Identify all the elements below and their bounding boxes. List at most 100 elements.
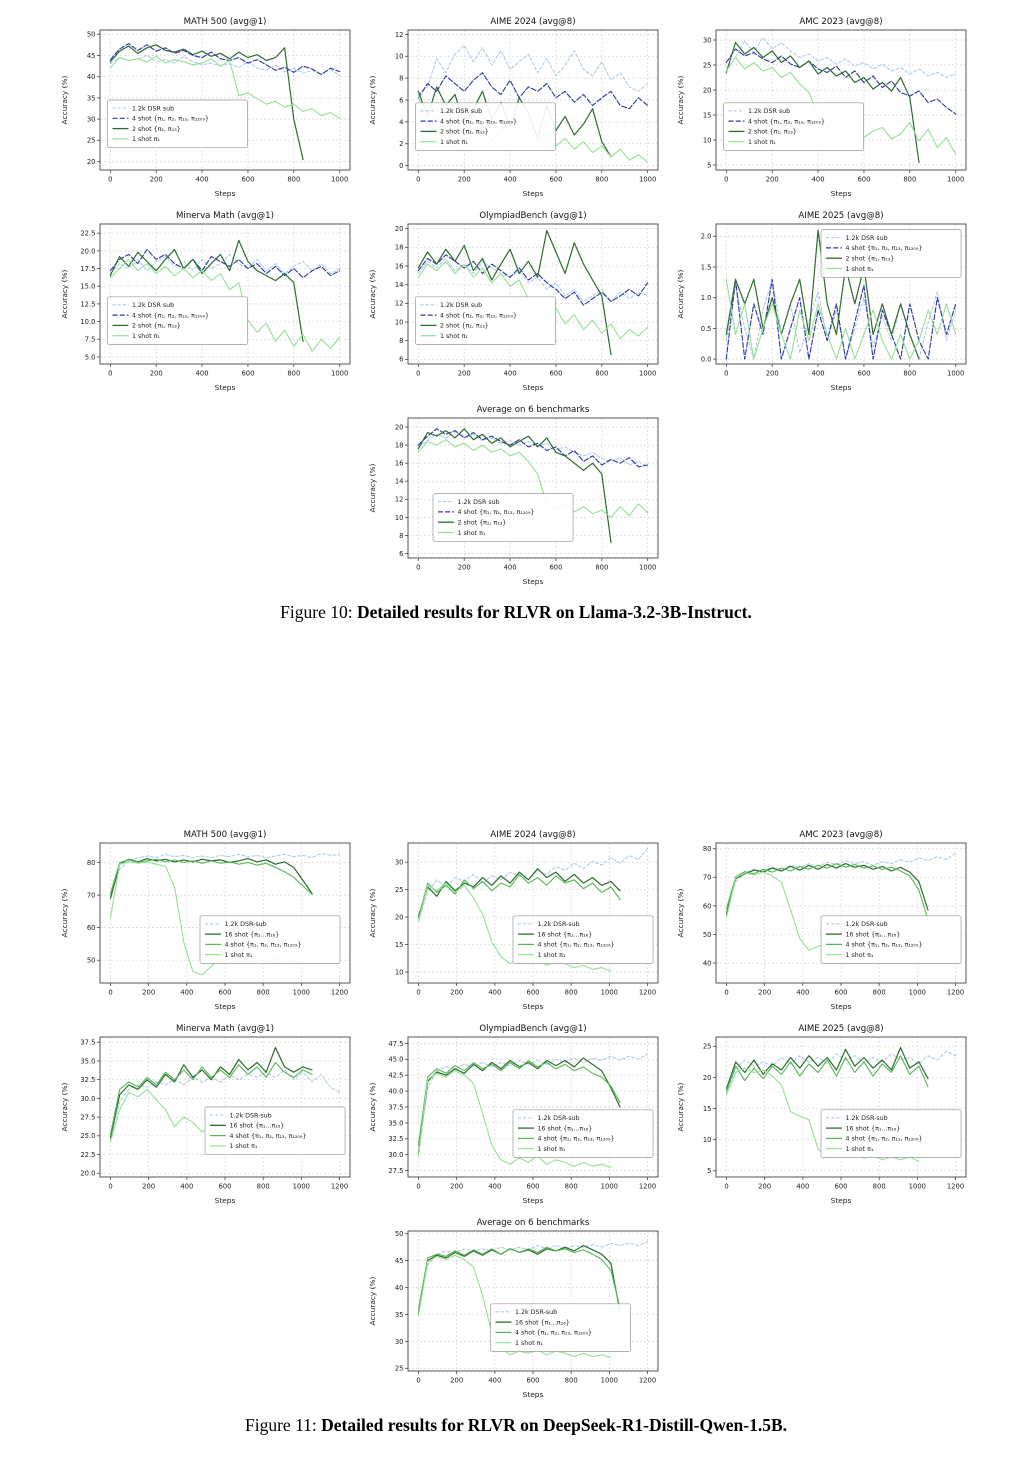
x-tick-label: 800 bbox=[595, 176, 608, 184]
x-tick-label: 200 bbox=[758, 1183, 771, 1191]
x-tick-label: 800 bbox=[257, 1183, 270, 1191]
series-line-4-shot bbox=[417, 1059, 621, 1146]
x-tick-label: 1000 bbox=[601, 1377, 618, 1385]
x-tick-label: 200 bbox=[458, 370, 471, 378]
x-tick-label: 200 bbox=[766, 370, 779, 378]
y-tick-label: 12 bbox=[395, 31, 404, 39]
legend: 1.2k DSR-sub 16 shot {π₁...π₁₆} 4 shot {π₁… bbox=[199, 915, 341, 964]
y-tick-label: 6 bbox=[399, 356, 403, 364]
y-tick-label: 15 bbox=[395, 941, 404, 949]
chart-title: Minerva Math (avg@1) bbox=[176, 1024, 274, 1034]
x-axis-label: Steps bbox=[831, 1002, 852, 1011]
legend-label: 2 shot {π₁, π₁₃} bbox=[132, 126, 181, 133]
y-tick-label: 1.5 bbox=[701, 263, 712, 271]
figure-11-caption-label: Figure 11: bbox=[245, 1415, 317, 1435]
x-tick-label: 1200 bbox=[639, 1377, 656, 1385]
legend-label: 4 shot {π₁, π₂, π₁₃, π₁₂₀₉} bbox=[538, 1136, 615, 1143]
x-tick-label: 600 bbox=[527, 1183, 540, 1191]
y-tick-label: 20 bbox=[395, 423, 404, 431]
x-tick-label: 400 bbox=[488, 1183, 501, 1191]
x-tick-label: 1000 bbox=[293, 989, 310, 997]
x-tick-label: 0 bbox=[724, 370, 728, 378]
legend-label: 1 shot π₁ bbox=[440, 333, 468, 340]
x-tick-label: 1000 bbox=[331, 176, 348, 184]
legend: 1.2k DSR sub 4 shot {π₁, π₂, π₁₃, π₁₂₀₉} 2… bbox=[107, 99, 248, 149]
x-tick-label: 0 bbox=[724, 989, 728, 997]
series-line-1-shot bbox=[417, 439, 649, 518]
y-axis-label: Accuracy (%) bbox=[60, 269, 69, 318]
x-tick-label: 800 bbox=[287, 176, 300, 184]
series-line-1-2k-dsr-sub bbox=[109, 55, 341, 77]
legend-label: 1 shot π₁ bbox=[440, 139, 468, 146]
x-tick-label: 0 bbox=[416, 1377, 420, 1385]
chart-title: OlympiadBench (avg@1) bbox=[479, 211, 586, 221]
series-line-16-shot bbox=[417, 1057, 621, 1155]
y-tick-label: 12 bbox=[395, 300, 404, 308]
x-tick-label: 1000 bbox=[909, 1183, 926, 1191]
y-tick-label: 47.5 bbox=[388, 1040, 403, 1048]
x-tick-label: 400 bbox=[196, 370, 209, 378]
series-line-4-shot bbox=[725, 1055, 929, 1092]
chart-row: 0 200 400 600 800 1000 5.0 7.5 10.0 12.5 15.0 17.5 2… bbox=[0, 208, 1032, 394]
x-tick-label: 400 bbox=[796, 989, 809, 997]
x-tick-label: 800 bbox=[565, 1183, 578, 1191]
series-line-2-shot bbox=[109, 44, 304, 160]
chart-title: Average on 6 benchmarks bbox=[477, 405, 590, 415]
x-tick-label: 200 bbox=[150, 176, 163, 184]
x-tick-label: 600 bbox=[549, 176, 562, 184]
x-tick-label: 400 bbox=[180, 989, 193, 997]
legend-label: 1.2k DSR-sub bbox=[225, 921, 267, 928]
legend: 1.2k DSR sub 4 shot {π₁, π₂, π₁₃, π₁₂₀₉} 2… bbox=[432, 493, 574, 542]
series-line-4-shot bbox=[725, 48, 957, 115]
x-tick-label: 600 bbox=[549, 370, 562, 378]
legend-label: 16 shot {π₁...π₁₆} bbox=[230, 1123, 285, 1130]
chart-title: AIME 2025 (avg@8) bbox=[798, 211, 883, 221]
y-tick-label: 20.0 bbox=[80, 247, 95, 255]
series-line-1-shot bbox=[109, 55, 341, 119]
y-axis-label: Accuracy (%) bbox=[676, 888, 685, 937]
y-tick-label: 25 bbox=[87, 137, 96, 145]
legend-label: 4 shot {π₁, π₂, π₁₃, π₁₂₀₉} bbox=[230, 1133, 307, 1140]
y-tick-label: 17.5 bbox=[80, 265, 95, 273]
x-tick-label: 800 bbox=[287, 370, 300, 378]
chart-aime-2025-avg-8: 0 200 400 600 800 1000 1200 5 10 15 20 25 AIME 2025 … bbox=[676, 1024, 967, 1205]
legend-label: 2 shot {π₁, π₁₃} bbox=[440, 129, 489, 136]
x-tick-label: 0 bbox=[416, 564, 420, 572]
legend-label: 4 shot {π₁, π₂, π₁₃, π₁₂₀₉} bbox=[132, 312, 209, 319]
legend-label: 2 shot {π₁, π₁₃} bbox=[458, 520, 507, 527]
x-tick-label: 600 bbox=[835, 989, 848, 997]
x-tick-label: 800 bbox=[873, 989, 886, 997]
y-tick-label: 16 bbox=[395, 460, 404, 468]
series-line-1-2k-dsr-sub bbox=[110, 1069, 340, 1141]
y-tick-label: 22.5 bbox=[80, 1151, 95, 1159]
x-tick-label: 600 bbox=[857, 176, 870, 184]
y-tick-label: 60 bbox=[703, 902, 712, 910]
legend: 1.2k DSR-sub 16 shot {π₁...π₁₆} 4 shot {π₁… bbox=[204, 1106, 346, 1156]
y-tick-label: 14 bbox=[395, 478, 404, 486]
y-tick-label: 5.0 bbox=[85, 353, 96, 361]
y-tick-label: 80 bbox=[703, 845, 712, 853]
y-tick-label: 20 bbox=[87, 158, 96, 166]
series-line-16-shot bbox=[725, 1047, 929, 1090]
y-tick-label: 35 bbox=[87, 94, 96, 102]
series-line-16-shot bbox=[109, 1046, 313, 1138]
series-line-1-2k-dsr-sub bbox=[726, 852, 956, 913]
series-line-16-shot bbox=[109, 858, 313, 899]
legend-label: 1 shot π₁ bbox=[538, 1146, 566, 1153]
x-tick-label: 1000 bbox=[947, 176, 964, 184]
series-line-1-shot bbox=[417, 1254, 612, 1359]
series-line-1-2k-dsr-sub bbox=[418, 1053, 648, 1152]
y-tick-label: 12 bbox=[395, 496, 404, 504]
x-tick-label: 1000 bbox=[293, 1183, 310, 1191]
legend-label: 4 shot {π₁, π₂, π₁₃, π₁₂₀₉} bbox=[748, 118, 825, 125]
x-tick-label: 400 bbox=[196, 176, 209, 184]
chart-olympiadbench-avg-1: 0 200 400 600 800 1000 1200 27.5 30.0 32.5 35.0 37.… bbox=[368, 1024, 659, 1205]
x-tick-label: 800 bbox=[903, 370, 916, 378]
x-tick-label: 200 bbox=[142, 989, 155, 997]
series-line-4-shot bbox=[109, 1061, 313, 1135]
y-tick-label: 10 bbox=[395, 514, 404, 522]
x-axis-label: Steps bbox=[523, 1002, 544, 1011]
series-line-2-shot bbox=[725, 41, 920, 164]
series-line-4-shot bbox=[417, 873, 621, 919]
y-tick-label: 25.0 bbox=[80, 1132, 95, 1140]
